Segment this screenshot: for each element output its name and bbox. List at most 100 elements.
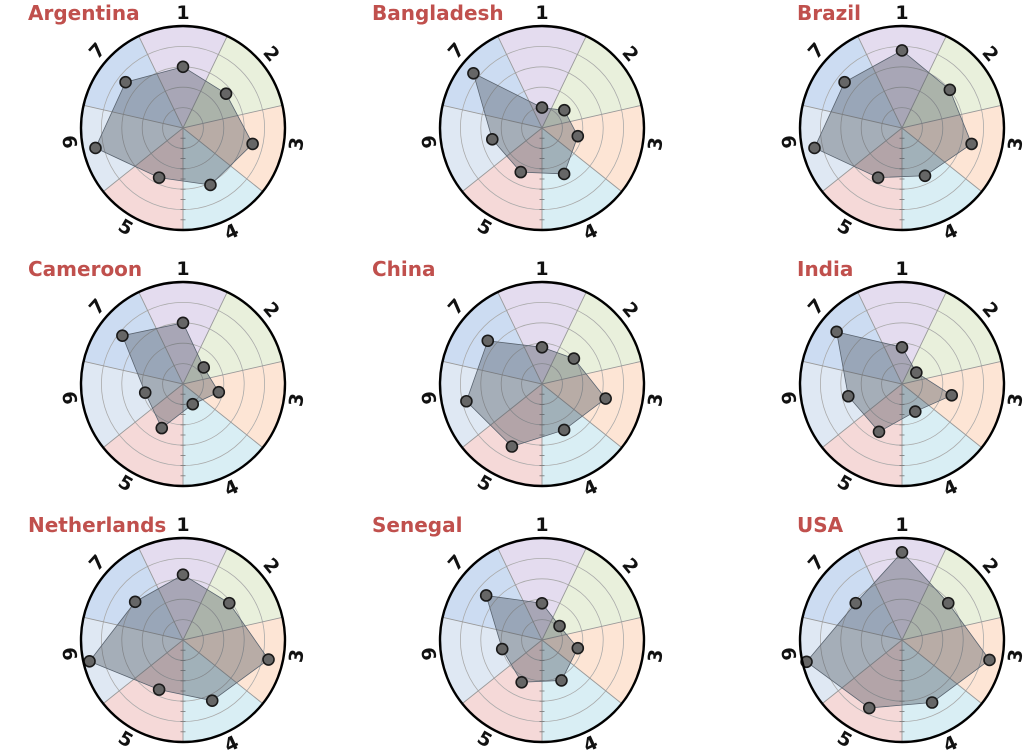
data-point-axis-2 <box>910 366 923 379</box>
sector-boundary <box>182 35 228 129</box>
sector-boundary <box>442 104 543 129</box>
data-point-axis-5 <box>872 425 886 439</box>
sector-boundary <box>461 383 543 448</box>
data-point-axis-5 <box>871 171 885 184</box>
sector-1 <box>857 25 947 128</box>
sector-boundary <box>541 383 623 448</box>
axis-label-6: 6 <box>416 646 439 662</box>
sector-boundary <box>182 360 283 385</box>
sector-boundary <box>802 104 903 129</box>
sector-1 <box>138 282 228 384</box>
axis-label-3: 3 <box>285 136 309 152</box>
data-point-axis-2 <box>197 361 211 374</box>
data-point-axis-1 <box>535 596 549 610</box>
axis-label-3: 3 <box>644 648 668 664</box>
sector-6 <box>440 105 542 192</box>
axis-label-5: 5 <box>473 727 495 753</box>
axis-label-1: 1 <box>176 514 189 536</box>
sector-boundary <box>138 35 184 129</box>
sector-boundary <box>802 360 903 385</box>
data-point-axis-6 <box>495 642 509 656</box>
chart-title: Netherlands <box>28 513 166 537</box>
outer-ring <box>798 280 1006 488</box>
sector-boundary <box>83 360 184 385</box>
sector-6 <box>440 361 542 448</box>
chart-title: Brazil <box>797 1 861 25</box>
axis-label-5: 5 <box>114 727 136 753</box>
outer-ring <box>79 280 287 488</box>
data-point-axis-1 <box>176 60 190 74</box>
data-point-axis-5 <box>505 440 519 453</box>
data-point-axis-4 <box>557 423 571 437</box>
sector-1 <box>857 538 947 640</box>
chart-title: India <box>797 257 853 281</box>
sector-boundary <box>442 616 543 641</box>
sector-5 <box>103 128 183 230</box>
sector-boundary <box>182 291 228 385</box>
sector-boundary <box>901 639 983 704</box>
axis-label-4: 4 <box>221 219 242 245</box>
axis-label-3: 3 <box>644 136 668 152</box>
axis-label-4: 4 <box>221 475 242 501</box>
data-point-axis-4 <box>205 694 219 707</box>
axis-label-4: 4 <box>580 475 601 501</box>
outer-ring <box>798 24 1006 232</box>
data-point-axis-1 <box>895 44 909 57</box>
sector-boundary <box>541 547 587 641</box>
data-point-axis-4 <box>557 167 571 181</box>
data-point-axis-6 <box>842 389 855 403</box>
sector-boundary <box>138 547 184 641</box>
data-polygon <box>813 49 973 179</box>
data-point-axis-7 <box>838 75 851 89</box>
sector-1 <box>138 26 228 128</box>
sector-6 <box>800 105 902 192</box>
sector-3 <box>542 105 644 192</box>
data-point-axis-3 <box>212 385 226 399</box>
axis-label-3: 3 <box>285 392 309 408</box>
axis-label-3: 3 <box>1004 392 1024 408</box>
axis-label-5: 5 <box>114 215 136 241</box>
data-point-axis-5 <box>152 683 166 696</box>
data-point-axis-2 <box>941 596 955 610</box>
sector-4 <box>902 384 982 486</box>
data-point-axis-3 <box>599 392 612 405</box>
data-polygon <box>465 340 607 447</box>
sector-boundary <box>497 35 543 129</box>
data-point-axis-4 <box>925 696 939 709</box>
data-point-axis-3 <box>262 653 275 666</box>
outer-ring <box>438 24 646 232</box>
axis-label-3: 3 <box>1004 648 1024 664</box>
sector-4 <box>183 640 263 742</box>
sector-boundary <box>901 104 1002 129</box>
axis-label-6: 6 <box>416 134 439 150</box>
axis-label-4: 4 <box>580 731 601 754</box>
sector-boundary <box>461 127 543 192</box>
sector-boundary <box>541 104 642 129</box>
sector-3 <box>902 361 1005 448</box>
axis-label-3: 3 <box>1004 136 1024 152</box>
data-point-axis-3 <box>983 653 996 667</box>
data-point-axis-7 <box>849 596 863 610</box>
sector-boundary <box>541 127 623 192</box>
sector-4 <box>542 384 622 486</box>
sector-3 <box>902 617 1004 704</box>
sector-boundary <box>821 383 903 448</box>
data-point-axis-5 <box>152 171 166 184</box>
sector-boundary <box>901 360 1002 385</box>
chart-title: USA <box>797 513 844 537</box>
sector-5 <box>103 384 183 486</box>
sector-6 <box>81 105 183 192</box>
sector-boundary <box>821 127 903 192</box>
sector-3 <box>902 105 1004 192</box>
axis-label-6: 6 <box>416 390 439 406</box>
data-point-axis-4 <box>186 397 200 411</box>
data-point-axis-6 <box>89 141 102 155</box>
data-polygon <box>94 66 254 186</box>
